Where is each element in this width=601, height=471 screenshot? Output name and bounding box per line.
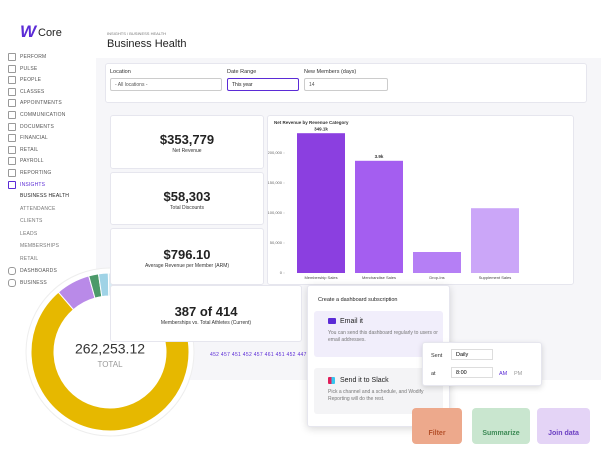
- sidebar-icon: [8, 64, 16, 73]
- sidebar-item: PEOPLE: [20, 77, 42, 84]
- sidebar-icon: [8, 87, 16, 96]
- donut-caption: TOTAL: [97, 360, 123, 369]
- sidebar-item: FINANCIAL: [20, 135, 48, 142]
- popup-title: Create a dashboard subscription: [318, 297, 398, 303]
- slack-option[interactable]: [314, 368, 443, 414]
- filter-input: This year: [227, 78, 299, 91]
- slack-icon: [328, 377, 335, 384]
- sidebar-item: RETAIL: [20, 146, 39, 153]
- y-tick-label: 100,000: [268, 210, 283, 215]
- bar-chart-card: Net Revenue by Revenue Category 0 50,000 10…: [267, 115, 574, 285]
- sidebar-item: PULSE: [20, 65, 38, 72]
- sidebar-subitem: LEADS: [20, 230, 38, 237]
- x-tick-label: Supplement Sales: [479, 275, 511, 280]
- sidebar-icon: [8, 134, 16, 143]
- filter-button[interactable]: Filter: [412, 408, 462, 444]
- email-text: You can send this dashboard regularly to…: [328, 330, 438, 343]
- logo: W: [20, 22, 37, 41]
- sidebar-item: INSIGHTS: [20, 181, 46, 188]
- bar-chart: Net Revenue by Revenue Category 0 50,000 10…: [268, 120, 519, 280]
- donut-segment: [30, 272, 190, 432]
- filter-label: Location: [110, 69, 131, 75]
- bar-label: 3.9k: [375, 154, 384, 159]
- row-numbers: 452 457 451 452 457 461 451 452 447: [210, 352, 307, 358]
- kpi-card: $58,303 Total Discounts: [110, 172, 264, 225]
- sent-select[interactable]: Daily: [451, 349, 493, 360]
- sidebar-icon: [8, 145, 16, 154]
- email-icon: [328, 318, 336, 324]
- filter-input: 14: [304, 78, 388, 91]
- email-title: Email it: [340, 318, 363, 325]
- sidebar-icon: [8, 267, 16, 276]
- y-tick-label: 150,000: [268, 180, 283, 185]
- sidebar-item: APPOINTMENTS: [20, 100, 62, 107]
- sidebar-item: BUSINESS: [20, 279, 47, 286]
- sidebar-icon: [8, 180, 16, 189]
- bar: [471, 208, 519, 273]
- sidebar-icon: [8, 111, 16, 119]
- sidebar-subitem: RETAIL: [20, 255, 39, 262]
- bar: [297, 133, 345, 273]
- header: [96, 0, 601, 58]
- kpi-label: Net Revenue: [172, 148, 202, 154]
- kpi-label: Total Discounts: [170, 204, 204, 211]
- kpi-label: Average Revenue per Member (ARM): [144, 262, 230, 269]
- sidebar-subitem: MEMBERSHIPS: [20, 243, 60, 250]
- at-label: at: [431, 371, 436, 377]
- kpi-card: 387 of 414 Memberships vs. Total Athletes…: [110, 285, 302, 342]
- x-tick-label: Membership Sales: [304, 275, 337, 280]
- sidebar-icon: [8, 53, 16, 61]
- pm-option[interactable]: PM: [514, 371, 523, 377]
- breadcrumb: INSIGHTS / BUSINESS HEALTH: [107, 31, 167, 36]
- schedule-popup: Sent Daily at 8:00 AM PM: [422, 342, 542, 386]
- sidebar-item: DASHBOARDS: [20, 268, 58, 275]
- slack-title: Send it to Slack: [340, 377, 389, 384]
- sidebar-item: COMMUNICATION: [20, 112, 66, 118]
- kpi-value: $796.10: [163, 246, 211, 262]
- filter-bar: [105, 63, 587, 103]
- filter-input: - All locations -: [110, 78, 222, 91]
- y-tick-label: 50,000: [270, 240, 283, 245]
- kpi-value: $353,779: [159, 132, 215, 147]
- sent-label: Sent: [431, 353, 443, 359]
- sidebar-item: CLASSES: [20, 88, 45, 95]
- page-title: Business Health: [107, 38, 187, 50]
- slack-text: Pick a channel and a schedule, and Wodif…: [328, 389, 424, 402]
- summarize-button[interactable]: Summarize: [472, 408, 530, 444]
- sidebar-icon: [8, 99, 16, 108]
- sidebar-item: PERFORM: [20, 54, 47, 60]
- bar: [413, 252, 461, 273]
- sidebar-item: REPORTING: [20, 170, 52, 176]
- filter-label: New Members (days): [304, 69, 357, 75]
- sidebar-subitem: CLIENTS: [20, 218, 43, 225]
- chart-title: Net Revenue by Revenue Category: [274, 120, 349, 125]
- kpi-label: Memberships vs. Total Athletes (Current): [160, 319, 252, 326]
- sidebar-icon: [8, 122, 16, 131]
- y-tick-label: 200,000: [268, 150, 283, 155]
- time-select[interactable]: 8:00: [451, 367, 493, 378]
- kpi-value: 387 of 414: [174, 303, 238, 319]
- brand: Core: [38, 27, 62, 39]
- bar-label: 349.1k: [314, 126, 328, 131]
- x-tick-label: Merchandise Sales: [362, 275, 396, 280]
- sidebar-subitem: BUSINESS HEALTH: [20, 193, 70, 200]
- sidebar-subitem: ATTENDANCE: [20, 205, 56, 212]
- sidebar-icon: [8, 278, 16, 287]
- sidebar-item: PAYROLL: [20, 158, 44, 165]
- sidebar-icon: [8, 157, 16, 166]
- x-tick-label: Drop-Ins: [429, 275, 444, 280]
- am-option[interactable]: AM: [499, 371, 508, 377]
- sidebar-icon: [8, 76, 16, 85]
- sidebar-item: DOCUMENTS: [20, 123, 55, 130]
- filter-label: Date Range: [227, 69, 257, 75]
- kpi-card: $796.10 Average Revenue per Member (ARM): [110, 228, 264, 285]
- donut-total: 262,253.12: [75, 341, 145, 357]
- join-button[interactable]: Join data: [537, 408, 590, 444]
- y-tick-label: 0: [280, 270, 283, 275]
- kpi-card: $353,779 Net Revenue: [110, 115, 264, 169]
- kpi-value: $58,303: [163, 188, 211, 204]
- sidebar-icon: [8, 169, 16, 177]
- bar: [355, 160, 403, 273]
